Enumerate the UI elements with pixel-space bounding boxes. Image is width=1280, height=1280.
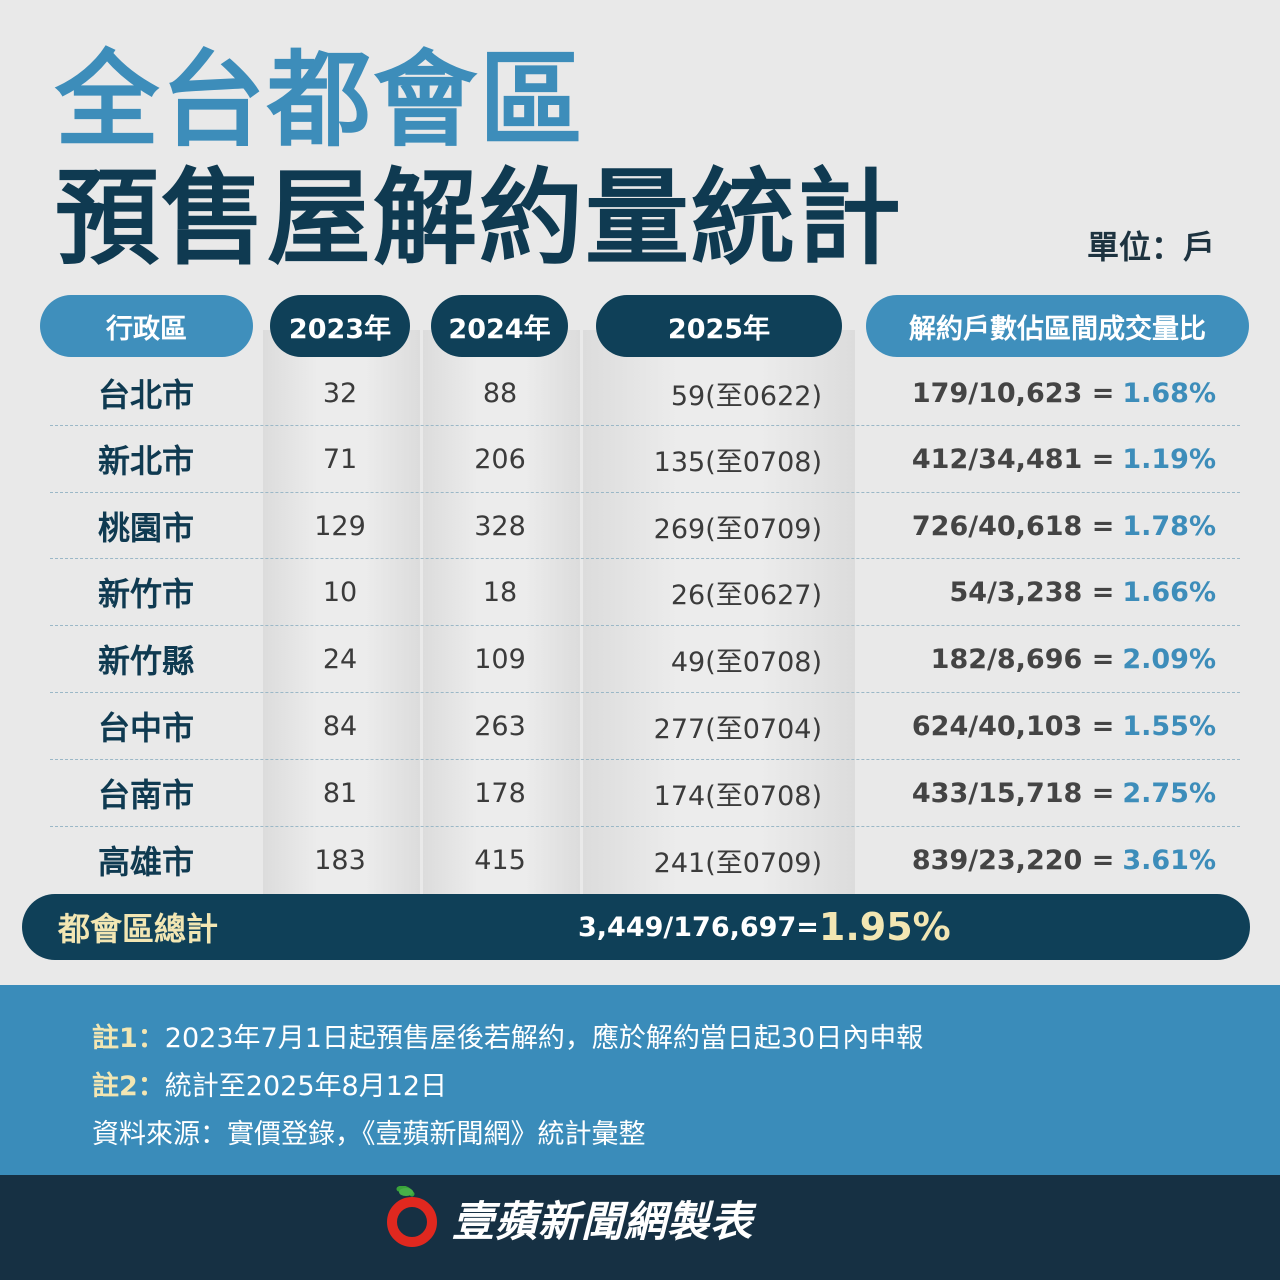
header-ratio: 解約戶數佔區間成交量比 [866,295,1249,357]
total-value: 3,449/176,697= 1.95% [578,894,951,960]
table-row: 新竹市 10 18 26(至0627) 54/3,238 = 1.66% [50,558,1240,625]
value-2025: 269(至0709) [653,513,822,545]
ratio-percent: 1.19% [1122,443,1216,475]
value-2023: 32 [322,377,358,409]
source-text: 資料來源：實價登錄，《壹蘋新聞網》統計彙整 [92,1119,646,1150]
header-district: 行政區 [40,295,253,357]
note-label: 註1： [92,1023,165,1054]
value-2023: 10 [322,576,358,608]
value-2024: 178 [474,777,526,809]
header-2024: 2024年 [431,295,568,357]
ratio-percent: 1.78% [1122,510,1216,542]
ratio-percent: 3.61% [1122,844,1216,876]
ratio-cell: 54/3,238 = 1.66% [870,559,1216,625]
table-row: 高雄市 183 415 241(至0709) 839/23,220 = 3.61% [50,826,1240,893]
ratio-cell: 726/40,618 = 1.78% [870,493,1216,559]
district-name: 新竹縣 [97,642,194,680]
value-2025: 59(至0622) [670,380,822,412]
ratio-cell: 624/40,103 = 1.55% [870,693,1216,759]
note-text: 2023年7月1日起預售屋後若解約，應於解約當日起30日內申報 [164,1023,924,1054]
note-text: 統計至2025年8月12日 [164,1071,448,1102]
district-name: 台北市 [97,376,194,414]
value-2024: 415 [474,844,526,876]
value-2023: 129 [314,510,366,542]
ratio-cell: 839/23,220 = 3.61% [870,827,1216,893]
district-name: 新竹市 [97,575,194,613]
value-2025: 174(至0708) [653,780,822,812]
value-2024: 263 [474,710,526,742]
ratio-percent: 1.55% [1122,710,1216,742]
note-label: 註2： [92,1071,165,1102]
ratio-fraction: 54/3,238 = [949,576,1115,608]
value-2025: 49(至0708) [670,646,822,678]
table-row: 新北市 71 206 135(至0708) 412/34,481 = 1.19% [50,425,1240,492]
total-percent: 1.95% [818,905,951,949]
note-2: 註2：統計至2025年8月12日 [92,1064,447,1103]
note-source: 資料來源：實價登錄，《壹蘋新聞網》統計彙整 [92,1112,646,1151]
value-2024: 88 [482,377,518,409]
value-2024: 206 [474,443,526,475]
value-2024: 109 [474,643,526,675]
ratio-percent: 1.66% [1122,576,1216,608]
ratio-fraction: 412/34,481 = [911,443,1115,475]
district-name: 高雄市 [97,843,194,881]
table-row: 台中市 84 263 277(至0704) 624/40,103 = 1.55% [50,692,1240,759]
value-2023: 81 [322,777,358,809]
district-name: 桃園市 [97,509,194,547]
value-2023: 24 [322,643,358,675]
value-2023: 84 [322,710,358,742]
footer-credit: 壹蘋新聞網製表 [452,1196,754,1246]
district-name: 新北市 [97,442,194,480]
footer-bar [0,1175,1280,1280]
value-2023: 71 [322,443,358,475]
value-2025: 277(至0704) [653,713,822,745]
ratio-cell: 182/8,696 = 2.09% [870,626,1216,692]
district-name: 台中市 [97,709,194,747]
total-label: 都會區總計 [58,910,219,948]
ratio-fraction: 433/15,718 = [911,777,1115,809]
page-title-line2: 預售屋解約量統計 [55,157,904,279]
total-fraction: 3,449/176,697= [578,911,819,943]
ratio-fraction: 182/8,696 = [930,643,1115,675]
value-2025: 26(至0627) [670,579,822,611]
value-2024: 328 [474,510,526,542]
ratio-fraction: 726/40,618 = [911,510,1115,542]
ratio-cell: 412/34,481 = 1.19% [870,426,1216,492]
table-row: 桃園市 129 328 269(至0709) 726/40,618 = 1.78% [50,492,1240,559]
page-title-line1: 全台都會區 [55,39,586,161]
unit-label: 單位：戶 [1086,228,1215,266]
ratio-percent: 2.75% [1122,777,1216,809]
table-row: 台北市 32 88 59(至0622) 179/10,623 = 1.68% [50,360,1240,426]
value-2025: 135(至0708) [653,446,822,478]
total-bar: 都會區總計 3,449/176,697= 1.95% [22,894,1250,960]
value-2025: 241(至0709) [653,847,822,879]
header-2023: 2023年 [270,295,410,357]
ratio-cell: 433/15,718 = 2.75% [870,760,1216,826]
header-2025: 2025年 [596,295,842,357]
ratio-fraction: 624/40,103 = [911,710,1115,742]
value-2024: 18 [482,576,518,608]
ratio-percent: 1.68% [1122,377,1216,409]
apple-logo-icon [387,1186,437,1247]
notes-panel [0,985,1280,1175]
ratio-percent: 2.09% [1122,643,1216,675]
ratio-cell: 179/10,623 = 1.68% [870,360,1216,426]
note-1: 註1：2023年7月1日起預售屋後若解約，應於解約當日起30日內申報 [92,1016,923,1055]
ratio-fraction: 839/23,220 = [911,844,1115,876]
table-row: 台南市 81 178 174(至0708) 433/15,718 = 2.75% [50,759,1240,826]
district-name: 台南市 [97,776,194,814]
value-2023: 183 [314,844,366,876]
ratio-fraction: 179/10,623 = [911,377,1115,409]
table-row: 新竹縣 24 109 49(至0708) 182/8,696 = 2.09% [50,625,1240,692]
